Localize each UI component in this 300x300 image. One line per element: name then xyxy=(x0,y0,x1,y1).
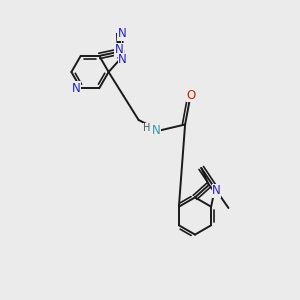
Text: O: O xyxy=(187,88,196,102)
Text: H: H xyxy=(143,123,151,134)
Text: N: N xyxy=(115,43,123,56)
Text: N: N xyxy=(118,27,127,40)
Text: N: N xyxy=(152,124,160,137)
Text: N: N xyxy=(212,184,221,197)
Text: N: N xyxy=(118,53,127,66)
Text: N: N xyxy=(72,82,81,94)
